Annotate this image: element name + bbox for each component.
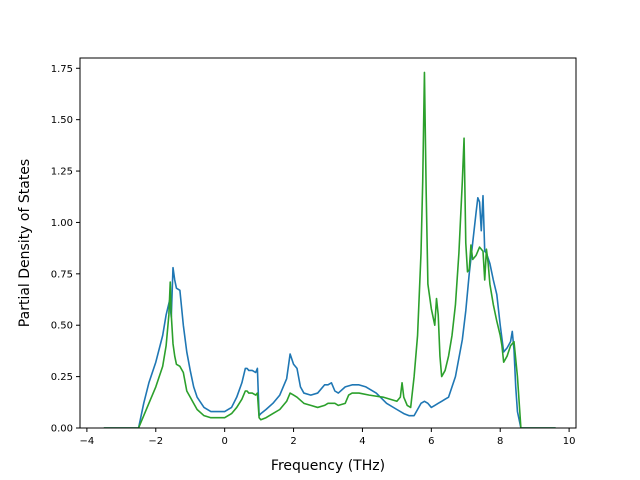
x-tick-label: 4 bbox=[359, 436, 365, 447]
x-axis-label: Frequency (THz) bbox=[271, 458, 385, 474]
y-tick-label: 1.75 bbox=[51, 64, 73, 75]
x-tick-label: 6 bbox=[428, 436, 434, 447]
x-tick-label: 8 bbox=[497, 436, 503, 447]
x-tick-label: 2 bbox=[290, 436, 296, 447]
y-tick-label: 1.50 bbox=[51, 115, 73, 126]
y-tick-label: 0.75 bbox=[51, 269, 73, 280]
y-tick-label: 0.00 bbox=[51, 424, 73, 435]
plot-frame bbox=[79, 57, 577, 429]
series-line-2 bbox=[103, 71, 557, 428]
y-tick-label: 1.25 bbox=[51, 167, 73, 178]
series-line-1 bbox=[103, 194, 557, 428]
y-tick-label: 0.50 bbox=[51, 321, 73, 332]
x-tick-label: 0 bbox=[221, 436, 227, 447]
y-axis-label: Partial Density of States bbox=[17, 159, 33, 327]
x-tick-label: −4 bbox=[80, 436, 95, 447]
x-tick-label: 10 bbox=[563, 436, 576, 447]
x-tick-label: −2 bbox=[148, 436, 163, 447]
y-tick-label: 0.25 bbox=[51, 372, 73, 383]
y-tick-label: 1.00 bbox=[51, 218, 73, 229]
